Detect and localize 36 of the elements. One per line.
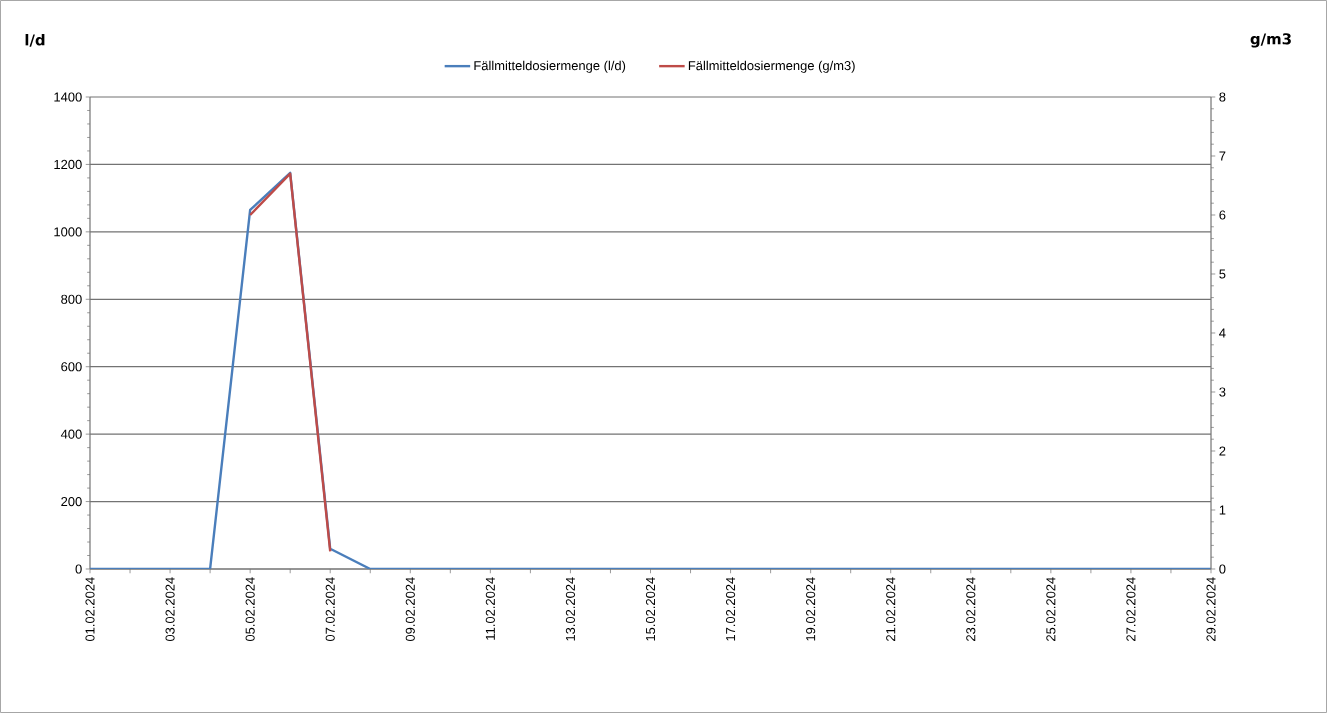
y-tick-label: 400 xyxy=(60,429,82,439)
x-tick-label: 19.02.2024 xyxy=(806,577,816,641)
x-tick-label: 27.02.2024 xyxy=(1126,577,1136,641)
y-tick-label: 800 xyxy=(61,294,82,304)
y-axis-title: l/d xyxy=(25,34,45,47)
x-tick-label: 11.02.2024 xyxy=(485,577,495,640)
y-tick-label: 600 xyxy=(61,362,82,372)
x-tick-label: 09.02.2024 xyxy=(405,577,415,642)
y2-tick-label: 3 xyxy=(1219,387,1226,397)
y2-tick-label: 4 xyxy=(1219,328,1226,338)
legend-label: Fällmitteldosiermenge (g/m3) xyxy=(688,60,855,73)
y2-axis-title: g/m3 xyxy=(1250,33,1291,48)
y-tick-label: 1400 xyxy=(54,92,82,102)
y2-tick-label: 0 xyxy=(1219,564,1226,574)
x-tick-label: 23.02.2024 xyxy=(966,577,976,641)
y2-tick-label: 7 xyxy=(1219,151,1226,161)
y2-tick-label: 6 xyxy=(1219,210,1226,220)
x-tick-label: 05.02.2024 xyxy=(245,577,255,642)
y2-tick-label: 8 xyxy=(1219,92,1226,102)
y2-tick-label: 5 xyxy=(1219,269,1226,279)
x-tick-label: 03.02.2024 xyxy=(165,577,175,642)
x-tick-label: 17.02.2024 xyxy=(725,577,736,641)
x-tick-label: 21.02.2024 xyxy=(886,577,896,641)
y-tick-label: 200 xyxy=(61,496,82,507)
legend-label: Fällmitteldosiermenge (l/d) xyxy=(474,60,626,73)
x-tick-label: 29.02.2024 xyxy=(1206,577,1216,641)
x-tick-label: 25.02.2024 xyxy=(1046,577,1056,641)
y2-tick-label: 1 xyxy=(1219,505,1226,515)
x-tick-label: 01.02.2024 xyxy=(85,577,95,642)
x-tick-label: 07.02.2024 xyxy=(325,577,335,642)
y-tick-label: 1000 xyxy=(54,227,82,237)
y-tick-label: 0 xyxy=(75,564,82,574)
x-tick-label: 15.02.2024 xyxy=(645,577,656,641)
y2-tick-label: 2 xyxy=(1219,446,1226,456)
y-tick-label: 1200 xyxy=(54,159,82,170)
x-tick-label: 13.02.2024 xyxy=(565,577,576,641)
